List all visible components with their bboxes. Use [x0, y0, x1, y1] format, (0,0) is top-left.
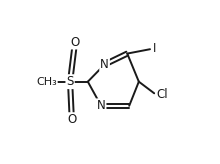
Text: N: N: [97, 99, 106, 112]
Text: Cl: Cl: [156, 88, 168, 101]
Text: CH₃: CH₃: [36, 77, 57, 87]
Text: I: I: [153, 42, 156, 55]
Text: S: S: [66, 75, 74, 88]
Text: N: N: [100, 58, 109, 71]
Text: O: O: [70, 36, 80, 49]
Text: O: O: [67, 113, 76, 126]
